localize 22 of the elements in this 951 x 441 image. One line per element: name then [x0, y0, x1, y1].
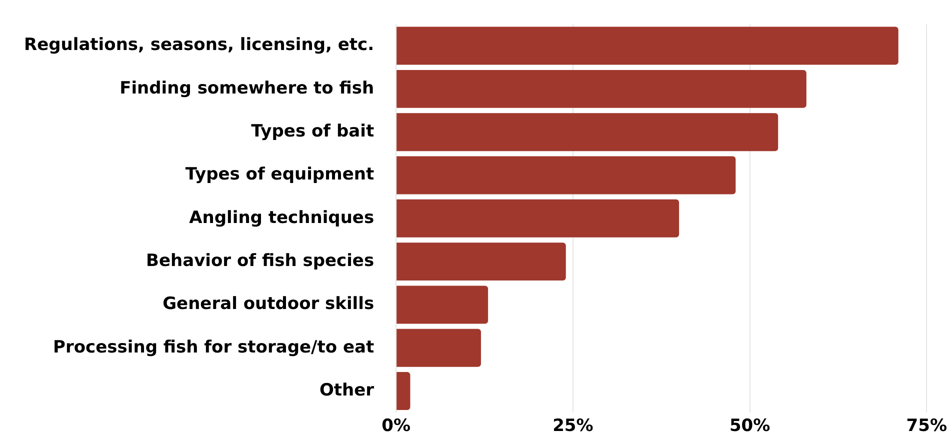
- bar: [396, 70, 806, 108]
- bar: [396, 242, 566, 281]
- y-tick-label: Regulations, seasons, licensing, etc.: [24, 35, 374, 56]
- bar: [396, 199, 680, 238]
- x-tick-label: 0%: [382, 416, 411, 436]
- bar: [396, 372, 410, 410]
- bar: [396, 26, 898, 65]
- x-tick-label: 75%: [906, 416, 948, 436]
- bar: [396, 328, 481, 367]
- x-tick-label: 50%: [729, 416, 770, 436]
- y-tick-label: Processing fish for storage/to eat: [53, 337, 374, 358]
- y-tick-label: General outdoor skills: [162, 294, 374, 314]
- y-tick-label: Finding somewhere to fish: [120, 78, 374, 98]
- bar: [396, 113, 778, 152]
- y-tick-label: Other: [319, 380, 375, 400]
- y-tick-label: Angling techniques: [189, 208, 374, 228]
- x-tick-label: 25%: [552, 416, 594, 436]
- bar: [396, 156, 736, 194]
- y-tick-label: Behavior of fish species: [146, 250, 374, 271]
- y-tick-label: Types of bait: [251, 122, 374, 142]
- y-tick-label: Types of equipment: [185, 164, 374, 185]
- bar: [396, 286, 488, 324]
